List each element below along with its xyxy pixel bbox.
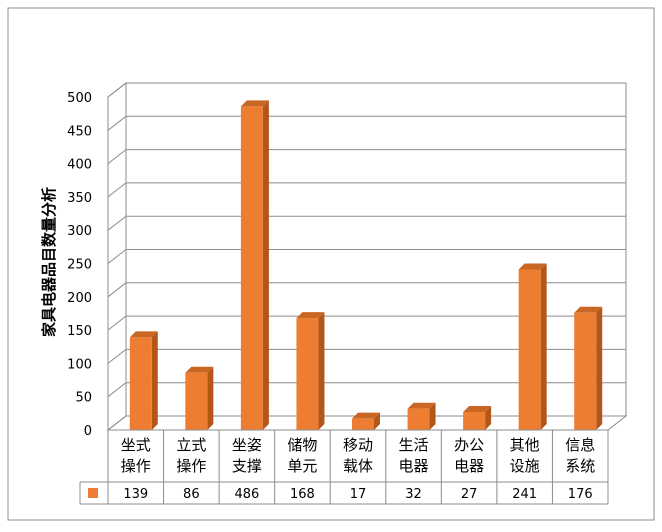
bar-top bbox=[352, 412, 380, 419]
y-tick-label: 100 bbox=[67, 357, 92, 372]
bar-top bbox=[463, 406, 492, 413]
bar bbox=[407, 402, 436, 430]
y-axis-tick-labels: 0 50 100 150 200 250 300 350 400 450 500 bbox=[67, 91, 92, 439]
gridline bbox=[107, 82, 626, 98]
gridline bbox=[107, 282, 626, 298]
data-table-value: 241 bbox=[512, 487, 537, 502]
bar bbox=[352, 412, 380, 430]
x-tick-label: 电器 bbox=[454, 457, 484, 475]
gridline bbox=[107, 382, 626, 398]
x-tick-label: 操作 bbox=[176, 457, 206, 475]
y-tick-label: 200 bbox=[67, 291, 92, 306]
bar-top bbox=[185, 366, 214, 373]
bar-side bbox=[485, 406, 492, 430]
bar bbox=[240, 100, 269, 430]
data-table-value: 176 bbox=[568, 487, 593, 502]
x-tick-label: 载体 bbox=[343, 457, 373, 475]
bar-front bbox=[352, 418, 374, 430]
bar-front bbox=[574, 312, 597, 430]
x-tick-label: 办公 bbox=[454, 436, 484, 454]
gridline bbox=[107, 348, 626, 364]
gridline bbox=[107, 149, 626, 164]
bar-side bbox=[429, 402, 436, 430]
y-tick-label: 350 bbox=[67, 191, 92, 206]
bar bbox=[463, 406, 492, 430]
y-tick-label: 150 bbox=[67, 324, 92, 339]
bar-top bbox=[518, 263, 547, 270]
gridline bbox=[107, 182, 626, 198]
bar-side bbox=[207, 366, 214, 430]
bar-top bbox=[574, 306, 603, 313]
x-tick-label: 其他 bbox=[510, 436, 540, 454]
bar-side bbox=[151, 331, 158, 430]
bar-side bbox=[318, 312, 325, 430]
y-tick-label: 450 bbox=[67, 124, 92, 139]
x-tick-label: 立式 bbox=[176, 436, 206, 454]
data-table-value: 17 bbox=[350, 487, 367, 502]
x-tick-label: 坐式 bbox=[121, 436, 151, 454]
bar bbox=[518, 263, 547, 430]
bar-side bbox=[262, 100, 269, 430]
x-tick-label: 设施 bbox=[510, 457, 540, 475]
chart-border bbox=[7, 7, 655, 521]
gridline bbox=[107, 315, 626, 331]
x-tick-label: 信息 bbox=[565, 436, 595, 454]
gridline bbox=[107, 249, 626, 264]
gridline bbox=[107, 115, 626, 131]
y-tick-label: 400 bbox=[67, 158, 92, 173]
bar bbox=[129, 331, 158, 430]
y-tick-label: 300 bbox=[67, 224, 92, 239]
bars bbox=[129, 100, 603, 430]
bar-side bbox=[596, 306, 603, 430]
bar-front bbox=[240, 106, 263, 430]
y-tick-label: 250 bbox=[67, 258, 92, 273]
bar-front bbox=[129, 337, 152, 430]
x-tick-label: 储物 bbox=[287, 436, 317, 454]
bar-front bbox=[296, 318, 319, 430]
gridlines bbox=[107, 82, 627, 431]
data-table-value: 486 bbox=[234, 487, 259, 502]
x-tick-label: 生活 bbox=[399, 436, 429, 454]
bar-front bbox=[185, 372, 208, 430]
bar-front bbox=[518, 269, 541, 430]
data-table-value: 139 bbox=[123, 487, 148, 502]
gridline bbox=[107, 215, 626, 231]
bar-top bbox=[129, 331, 158, 338]
data-table-value: 32 bbox=[405, 487, 422, 502]
x-tick-label: 电器 bbox=[399, 457, 429, 475]
x-tick-label: 操作 bbox=[121, 457, 151, 475]
data-table-value: 86 bbox=[183, 487, 200, 502]
y-tick-label: 50 bbox=[75, 391, 92, 406]
bar-side bbox=[374, 412, 380, 430]
data-table-value: 168 bbox=[290, 487, 315, 502]
x-tick-label: 系统 bbox=[565, 457, 595, 475]
bar-top bbox=[296, 312, 325, 319]
gridline bbox=[107, 415, 626, 431]
bar bbox=[185, 366, 214, 430]
bar-top bbox=[240, 100, 269, 107]
x-tick-label: 坐姿 bbox=[232, 436, 262, 454]
bar bbox=[574, 306, 603, 430]
y-tick-label: 0 bbox=[84, 424, 92, 439]
y-tick-label: 500 bbox=[67, 91, 92, 106]
y-axis-label: 家具电器品目数量分析 bbox=[40, 187, 58, 337]
x-tick-label: 单元 bbox=[287, 457, 317, 475]
bar-side bbox=[540, 263, 547, 430]
legend-key bbox=[88, 488, 98, 498]
x-tick-label: 移动 bbox=[343, 436, 373, 454]
data-table-value: 27 bbox=[461, 487, 478, 502]
bar bbox=[296, 312, 325, 430]
bar-top bbox=[407, 402, 436, 409]
x-tick-label: 支撑 bbox=[232, 457, 262, 475]
bar-front bbox=[463, 412, 486, 430]
bar-front bbox=[407, 408, 430, 430]
